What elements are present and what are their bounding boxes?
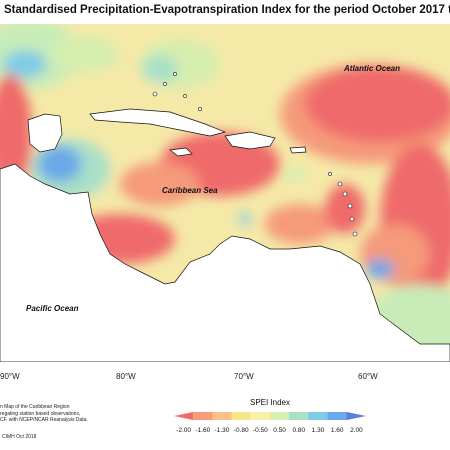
legend-tick-label: 0.50 [273,427,286,434]
lon-label: 80°W [116,372,136,381]
legend-tick-label: -1.60 [195,427,211,434]
legend-tick-label: -1.30 [214,427,230,434]
legend-swatch [174,412,194,420]
lon-label: 90°W [0,372,20,381]
legend-swatch [250,412,271,420]
legend-swatch [308,412,328,420]
caption-line: CF, with NCEP/NCAR Reanalysis Data. [0,417,88,423]
legend-swatch [270,412,290,420]
legend-swatch [289,412,309,420]
legend-tick-label: 1.30 [311,427,325,434]
credit: CIMH Oct 2018 [2,434,37,440]
caption-line: n Map of the Caribbean Region [0,404,70,410]
legend-swatch [193,412,213,420]
legend-swatch [231,412,252,420]
caribbean-sea-label: Caribbean Sea [162,186,218,195]
lon-label: 70°W [234,372,254,381]
legend-swatch [327,412,348,420]
caption-line: regating station based observations, [0,410,81,417]
legend-swatch [212,412,232,420]
lon-label: 60°W [358,372,378,381]
legend-swatch [346,412,366,420]
legend-tick-label: 0.80 [292,427,306,434]
legend-tick-label: -0.50 [252,427,268,434]
map-canvas [0,24,450,362]
islands [152,72,358,237]
legend-tick-label: 1.60 [330,427,344,434]
spei-field [0,24,450,362]
legend-tick-label: -2.00 [176,427,192,434]
map-caption: n Map of the Caribbean Region regating s… [0,404,140,424]
legend-title: SPEI Index [249,398,291,407]
legend-tick-label: 2.00 [350,427,363,434]
legend-tick-label: -0.80 [233,427,249,434]
spei-map: Atlantic Ocean Caribbean Sea Pacific Oce… [0,24,450,362]
legend-colorbar [174,412,366,420]
pacific-ocean-label: Pacific Ocean [26,304,79,313]
land [0,108,450,362]
map-title: Standardised Precipitation-Evapotranspir… [4,4,450,16]
legend: SPEI Index -2.00 -1.60 -1.30 -0.80 -0.50 0.50… [160,396,380,436]
atlantic-ocean-label: Atlantic Ocean [344,64,401,73]
